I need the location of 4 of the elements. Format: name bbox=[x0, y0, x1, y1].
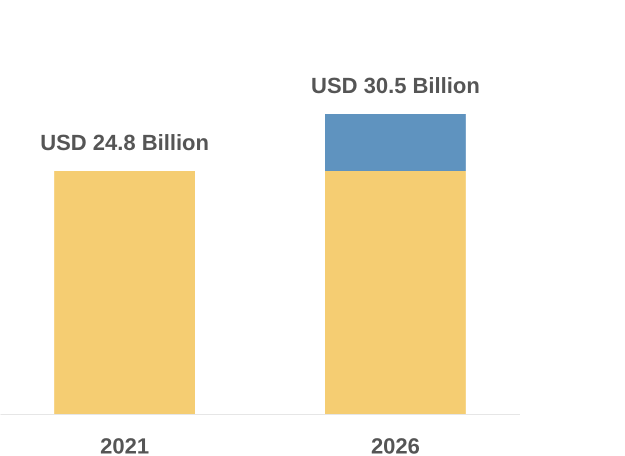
x-tick-label: 2021 bbox=[100, 434, 150, 456]
x-tick-label: 2026 bbox=[370, 434, 420, 456]
total-label: USD 24.8 Billion bbox=[40, 130, 209, 155]
total-label: USD 30.5 Billion bbox=[311, 73, 480, 98]
